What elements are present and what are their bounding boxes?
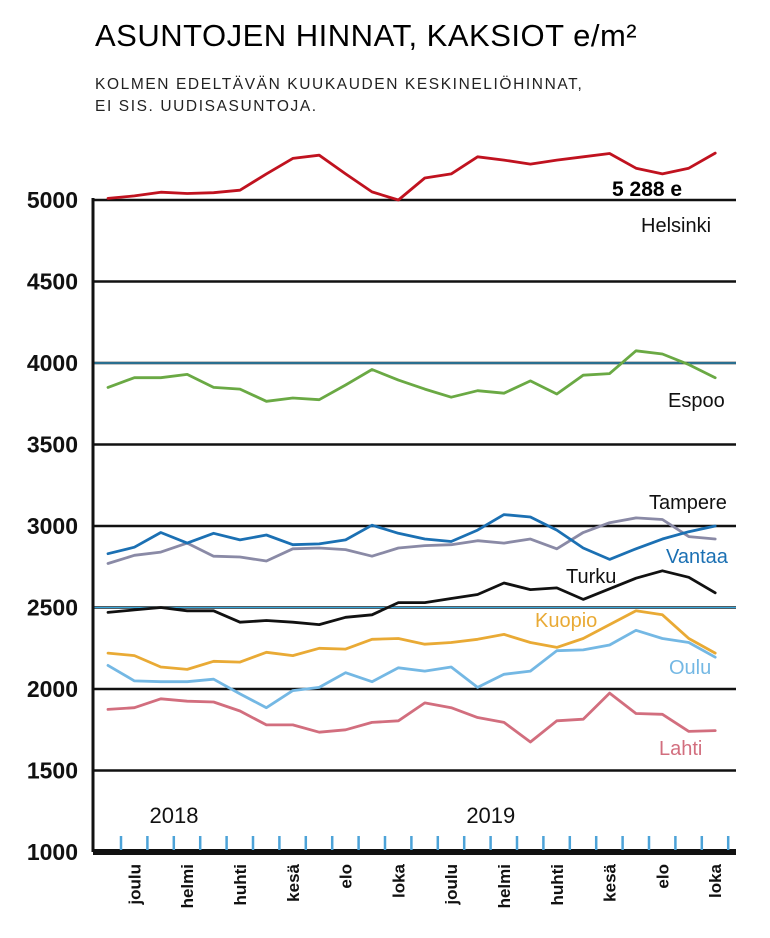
y-tick-label-5000: 5000 — [27, 187, 78, 213]
x-tick-label-joulu: joulu — [442, 864, 461, 906]
x-tick-label-elo: elo — [653, 864, 672, 889]
series-line-oulu — [106, 628, 717, 710]
y-axis-ticks: 5000 4500 4000 3500 3000 2500 2000 1500 1000 — [27, 187, 78, 865]
chart-subtitle-line-1: KOLMEN EDELTÄVÄN KUUKAUDEN KESKINELIÖHIN… — [95, 75, 583, 93]
axes — [91, 198, 736, 855]
x-tick-label-loka: loka — [389, 863, 408, 898]
series-lines — [106, 151, 717, 744]
y-tick-label-3000: 3000 — [27, 513, 78, 539]
y-tick-label-3500: 3500 — [27, 432, 78, 458]
year-label-2019: 2019 — [466, 803, 515, 828]
x-axis-ticks: joulu helmi huhti kesä elo loka joulu helmi huht… — [119, 836, 730, 908]
series-line-vantaa — [106, 513, 717, 561]
y-tick-label-2500: 2500 — [27, 595, 78, 621]
series-label-tampere: Tampere — [649, 492, 727, 514]
series-line-espoo — [106, 349, 717, 403]
series-label-kuopio: Kuopio — [535, 610, 597, 632]
series-line-turku — [106, 569, 717, 626]
helsinki-latest-value-annotation: 5 288 e — [612, 178, 682, 201]
chart-title: ASUNTOJEN HINNAT, KAKSIOT e/m² — [95, 18, 637, 53]
series-label-vantaa: Vantaa — [666, 546, 729, 568]
x-tick-label-elo: elo — [337, 864, 356, 889]
series-line-lahti — [106, 691, 717, 744]
x-tick-label-huhti: huhti — [231, 864, 250, 906]
y-tick-label-4500: 4500 — [27, 269, 78, 295]
year-label-2018: 2018 — [150, 803, 199, 828]
x-tick-label-loka: loka — [706, 863, 725, 898]
series-label-turku: Turku — [566, 566, 616, 588]
y-tick-label-2000: 2000 — [27, 676, 78, 702]
x-tick-label-joulu: joulu — [125, 864, 144, 906]
series-label-lahti: Lahti — [659, 738, 702, 760]
chart-subtitle-line-2: EI SIS. UUDISASUNTOJA. — [95, 98, 318, 115]
x-tick-label-helmi: helmi — [178, 864, 197, 908]
series-label-oulu: Oulu — [669, 657, 711, 679]
y-tick-label-1500: 1500 — [27, 758, 78, 784]
x-tick-label-kesa: kesä — [284, 863, 303, 901]
series-line-kuopio — [106, 609, 717, 671]
y-tick-label-4000: 4000 — [27, 350, 78, 376]
series-line-tampere — [106, 516, 717, 565]
x-tick-label-helmi: helmi — [495, 864, 514, 908]
x-tick-label-huhti: huhti — [548, 864, 567, 906]
series-line-helsinki — [106, 151, 717, 202]
x-tick-label-kesa: kesä — [601, 863, 620, 901]
year-labels: 2018 2019 — [150, 803, 516, 828]
series-label-helsinki: Helsinki — [641, 215, 711, 237]
series-label-espoo: Espoo — [668, 390, 725, 412]
gridlines — [93, 198, 736, 772]
y-tick-label-1000: 1000 — [27, 839, 78, 865]
